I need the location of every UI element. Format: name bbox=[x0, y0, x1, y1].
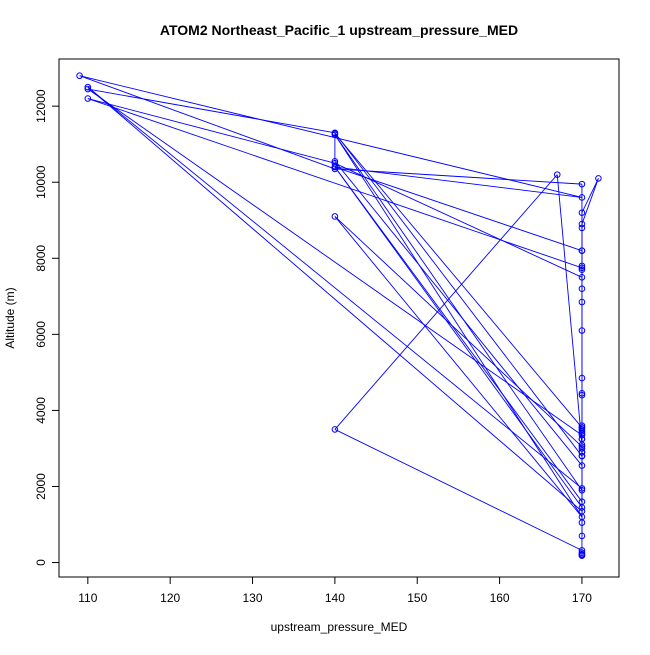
data-point bbox=[578, 247, 586, 254]
data-point bbox=[331, 165, 339, 173]
series-segment bbox=[334, 168, 582, 185]
data-point bbox=[331, 130, 339, 137]
y-tick-label: 12000 bbox=[34, 89, 48, 123]
series-segment bbox=[334, 166, 583, 252]
y-axis-label: Altitude (m) bbox=[3, 287, 17, 348]
x-tick-label: 140 bbox=[325, 591, 345, 605]
data-point bbox=[578, 485, 586, 492]
series-segment bbox=[334, 174, 558, 430]
series-segment bbox=[334, 216, 583, 447]
data-point bbox=[578, 220, 586, 228]
y-tick-label: 6000 bbox=[34, 321, 48, 348]
y-tick-label: 10000 bbox=[34, 165, 48, 199]
data-point bbox=[578, 194, 586, 201]
series-segment bbox=[334, 134, 583, 518]
data-point bbox=[578, 507, 586, 515]
series-segment bbox=[334, 429, 583, 551]
data-point bbox=[331, 213, 339, 220]
y-tick-label: 2000 bbox=[34, 473, 48, 500]
series-segment bbox=[334, 133, 583, 428]
data-point bbox=[578, 298, 586, 306]
y-tick-label: 8000 bbox=[34, 245, 48, 272]
data-point bbox=[578, 424, 586, 431]
series-segment bbox=[581, 178, 599, 213]
data-point bbox=[578, 445, 586, 452]
data-point bbox=[578, 551, 586, 559]
x-tick-label: 130 bbox=[243, 591, 263, 605]
data-point bbox=[595, 175, 602, 182]
x-tick-label: 110 bbox=[78, 591, 97, 605]
series-segment bbox=[87, 86, 583, 489]
data-point bbox=[331, 163, 339, 171]
data-point bbox=[84, 83, 92, 91]
data-point bbox=[553, 171, 561, 178]
data-point bbox=[578, 285, 586, 293]
series-segment bbox=[79, 75, 336, 170]
y-tick-label: 4000 bbox=[34, 397, 48, 424]
series-points bbox=[76, 72, 602, 560]
data-point bbox=[578, 504, 586, 511]
series-segment bbox=[79, 75, 583, 198]
series-segment bbox=[87, 86, 583, 512]
series-segment bbox=[87, 98, 335, 164]
data-point bbox=[578, 264, 586, 272]
data-point bbox=[578, 327, 586, 334]
data-point bbox=[578, 532, 586, 540]
data-point bbox=[578, 435, 586, 443]
x-tick-label: 160 bbox=[490, 591, 510, 605]
data-point bbox=[578, 374, 586, 382]
data-point bbox=[578, 547, 586, 554]
data-point bbox=[578, 262, 586, 270]
x-axis-label: upstream_pressure_MED bbox=[271, 620, 408, 634]
series-segment bbox=[334, 166, 582, 198]
series-segment bbox=[334, 166, 583, 508]
data-point bbox=[578, 428, 586, 435]
data-point bbox=[578, 549, 586, 556]
x-tick-label: 150 bbox=[407, 591, 427, 605]
series-lines bbox=[79, 75, 599, 556]
data-point bbox=[76, 72, 83, 80]
series-segment bbox=[334, 132, 583, 457]
data-point bbox=[84, 85, 92, 93]
series-segment bbox=[334, 166, 583, 502]
x-tick-label: 170 bbox=[572, 591, 592, 605]
x-tick-label: 120 bbox=[160, 591, 180, 605]
series-segment bbox=[334, 161, 583, 466]
data-point bbox=[578, 431, 586, 439]
data-point bbox=[578, 224, 586, 232]
data-point bbox=[578, 486, 586, 494]
data-point bbox=[578, 390, 586, 397]
data-point bbox=[578, 462, 586, 469]
series-segment bbox=[334, 134, 583, 491]
data-point bbox=[331, 426, 339, 433]
data-point bbox=[578, 391, 586, 399]
series-segment bbox=[556, 174, 583, 445]
x-axis: 110 120 130 140 150 160 170 bbox=[78, 576, 592, 605]
series-segment bbox=[87, 88, 583, 436]
series-segment bbox=[334, 216, 583, 518]
series-segment bbox=[87, 88, 335, 134]
y-tick-label: 0 bbox=[34, 559, 48, 566]
series-segment bbox=[581, 178, 599, 225]
data-point bbox=[578, 519, 586, 526]
chart-title: ATOM2 Northeast_Pacific_1 upstream_press… bbox=[160, 22, 518, 38]
data-point bbox=[578, 274, 586, 281]
data-point bbox=[578, 448, 586, 456]
data-point bbox=[578, 209, 586, 216]
y-axis: 0 2000 4000 6000 8000 10000 12000 bbox=[34, 89, 60, 566]
data-point bbox=[578, 452, 586, 460]
data-point bbox=[578, 266, 586, 273]
data-point bbox=[578, 180, 586, 188]
data-point bbox=[84, 95, 92, 102]
